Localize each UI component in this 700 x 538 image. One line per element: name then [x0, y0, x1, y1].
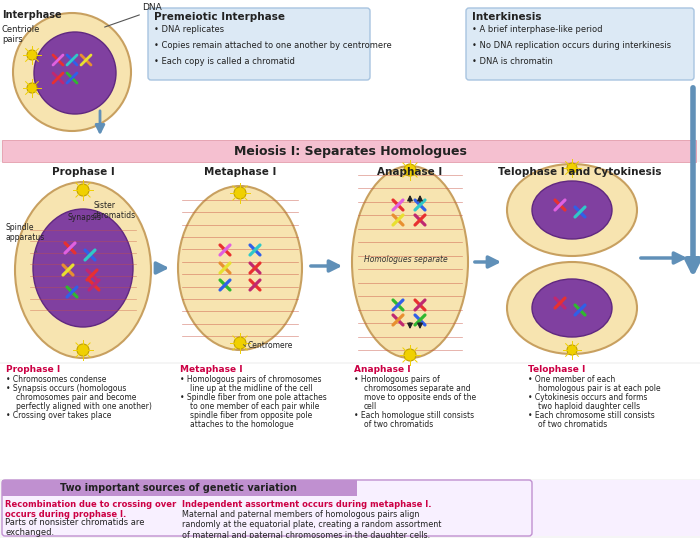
Text: two haploid daughter cells: two haploid daughter cells	[538, 402, 640, 411]
Text: Anaphase I: Anaphase I	[354, 365, 411, 374]
Text: of two chromatids: of two chromatids	[364, 420, 433, 429]
Text: • Spindle fiber from one pole attaches: • Spindle fiber from one pole attaches	[180, 393, 327, 402]
FancyBboxPatch shape	[2, 140, 696, 162]
Text: Synapsis: Synapsis	[68, 213, 102, 222]
Text: • One member of each: • One member of each	[528, 375, 615, 384]
Text: line up at the midline of the cell: line up at the midline of the cell	[190, 384, 313, 393]
Ellipse shape	[33, 209, 133, 327]
Text: chromosomes separate and: chromosomes separate and	[364, 384, 470, 393]
FancyBboxPatch shape	[466, 8, 694, 80]
Circle shape	[27, 50, 37, 60]
Text: • Copies remain attached to one another by centromere: • Copies remain attached to one another …	[154, 41, 392, 50]
Text: Sister
chromatids: Sister chromatids	[93, 201, 136, 220]
Text: Interphase: Interphase	[2, 10, 62, 20]
FancyBboxPatch shape	[2, 480, 700, 536]
FancyBboxPatch shape	[148, 8, 370, 80]
Text: Metaphase I: Metaphase I	[180, 365, 243, 374]
Text: Prophase I: Prophase I	[52, 167, 114, 177]
Ellipse shape	[532, 279, 612, 337]
Ellipse shape	[532, 181, 612, 239]
Text: to one member of each pair while: to one member of each pair while	[190, 402, 319, 411]
Text: Prophase I: Prophase I	[6, 365, 60, 374]
Text: • DNA is chromatin: • DNA is chromatin	[472, 57, 553, 66]
FancyBboxPatch shape	[0, 0, 700, 140]
Text: Centromere: Centromere	[248, 341, 293, 350]
FancyBboxPatch shape	[2, 480, 532, 536]
Text: Anaphase I: Anaphase I	[377, 167, 442, 177]
Ellipse shape	[15, 182, 151, 358]
Text: Maternal and paternal members of homologous pairs align
randomly at the equatori: Maternal and paternal members of homolog…	[182, 510, 442, 538]
Ellipse shape	[34, 32, 116, 114]
Circle shape	[404, 349, 416, 361]
Text: pairs: pairs	[2, 35, 22, 44]
Text: DNA: DNA	[142, 3, 162, 12]
Text: • Cytokinesis occurs and forms: • Cytokinesis occurs and forms	[528, 393, 648, 402]
Text: Premeiotic Interphase: Premeiotic Interphase	[154, 12, 285, 22]
Text: attaches to the homologue: attaches to the homologue	[190, 420, 293, 429]
Text: spindle fiber from opposite pole: spindle fiber from opposite pole	[190, 411, 312, 420]
FancyBboxPatch shape	[0, 364, 700, 479]
Ellipse shape	[178, 186, 302, 350]
Circle shape	[234, 187, 246, 199]
Text: • Homologous pairs of chromosomes: • Homologous pairs of chromosomes	[180, 375, 321, 384]
Text: perfectly aligned with one another): perfectly aligned with one another)	[16, 402, 152, 411]
FancyBboxPatch shape	[2, 480, 357, 496]
Text: Independent assortment occurs during metaphase I.: Independent assortment occurs during met…	[182, 500, 431, 509]
FancyBboxPatch shape	[0, 162, 700, 362]
Ellipse shape	[507, 164, 637, 256]
Text: cell: cell	[364, 402, 377, 411]
Text: • Each copy is called a chromatid: • Each copy is called a chromatid	[154, 57, 295, 66]
Text: • Each homologue still consists: • Each homologue still consists	[354, 411, 474, 420]
Text: • Chromosomes condense: • Chromosomes condense	[6, 375, 106, 384]
Text: • A brief interphase-like period: • A brief interphase-like period	[472, 25, 603, 34]
Text: • No DNA replication occurs during interkinesis: • No DNA replication occurs during inter…	[472, 41, 671, 50]
Text: Spindle
apparatus: Spindle apparatus	[5, 223, 44, 242]
Text: Telophase I: Telophase I	[528, 365, 585, 374]
Text: chromosomes pair and become: chromosomes pair and become	[16, 393, 136, 402]
Text: Centriole: Centriole	[2, 25, 41, 34]
Text: Parts of nonsister chromatids are
exchanged.: Parts of nonsister chromatids are exchan…	[5, 518, 144, 537]
Circle shape	[77, 344, 89, 356]
Ellipse shape	[13, 13, 131, 131]
Ellipse shape	[352, 166, 468, 358]
Text: move to opposite ends of the: move to opposite ends of the	[364, 393, 476, 402]
Text: • Homologous pairs of: • Homologous pairs of	[354, 375, 440, 384]
Text: Telophase I and Cytokinesis: Telophase I and Cytokinesis	[498, 167, 662, 177]
Circle shape	[234, 337, 246, 349]
Circle shape	[567, 345, 577, 355]
Circle shape	[27, 83, 37, 93]
Text: Homologues separate: Homologues separate	[364, 255, 448, 264]
Circle shape	[567, 163, 577, 173]
Text: • DNA replicates: • DNA replicates	[154, 25, 224, 34]
Text: Recombination due to crossing over
occurs during prophase I.: Recombination due to crossing over occur…	[5, 500, 176, 519]
Text: • Synapsis occurs (homologous: • Synapsis occurs (homologous	[6, 384, 127, 393]
Circle shape	[404, 164, 416, 176]
Text: Two important sources of genetic variation: Two important sources of genetic variati…	[60, 483, 296, 493]
Text: of two chromatids: of two chromatids	[538, 420, 608, 429]
Text: Metaphase I: Metaphase I	[204, 167, 276, 177]
Text: • Crossing over takes place: • Crossing over takes place	[6, 411, 111, 420]
Text: • Each chromosome still consists: • Each chromosome still consists	[528, 411, 654, 420]
Text: Meiosis I: Separates Homologues: Meiosis I: Separates Homologues	[234, 145, 466, 158]
Text: Interkinesis: Interkinesis	[472, 12, 542, 22]
Text: homologous pair is at each pole: homologous pair is at each pole	[538, 384, 661, 393]
Circle shape	[77, 184, 89, 196]
Ellipse shape	[507, 262, 637, 354]
